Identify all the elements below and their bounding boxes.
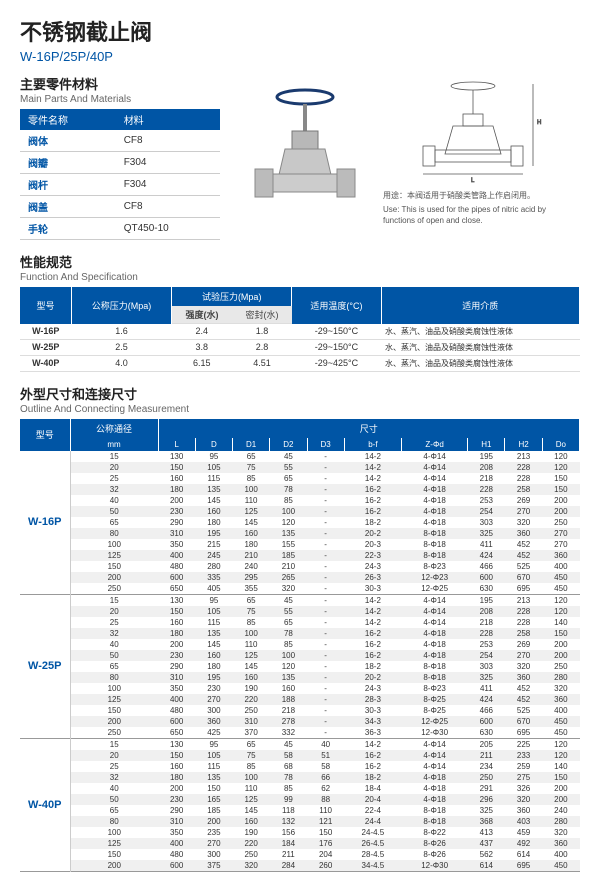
model-cell: W-40P — [20, 738, 70, 871]
use-en: Use: This is used for the pipes of nitri… — [383, 205, 563, 226]
parts-col1: 零件名称 — [20, 109, 116, 130]
use-cn: 用途：本阀适用于硝酸类管路上作启闭用。 — [383, 191, 563, 201]
spec-cell: 水、蒸汽、油品及硝酸类腐蚀性液体 — [381, 324, 579, 340]
part-material: CF8 — [116, 196, 220, 218]
product-photo — [235, 74, 375, 224]
part-name: 阀盖 — [20, 196, 116, 218]
dimension-table: 型号 公称通径 尺寸 mmLDD1D2D3b-fZ-ΦdH1H2Do W-16P… — [20, 419, 580, 872]
part-material: QT450-10 — [116, 218, 220, 240]
parts-heading-en: Main Parts And Materials — [20, 94, 220, 105]
part-material: CF8 — [116, 130, 220, 152]
spec-cell: 1.6 — [72, 324, 172, 340]
spec-cell: 2.4 — [172, 324, 233, 340]
spec-table: 型号 公称压力(Mpa) 试验压力(Mpa) 适用温度(°C) 适用介质 强度(… — [20, 287, 580, 372]
part-name: 阀瓣 — [20, 152, 116, 174]
spec-cell: 3.8 — [172, 339, 233, 355]
spec-cell: -29~150°C — [292, 324, 381, 340]
spec-cell: W-16P — [20, 324, 72, 340]
title-cn: 不锈钢截止阀 — [20, 15, 580, 47]
spec-cell: -29~150°C — [292, 339, 381, 355]
parts-table: 零件名称 材料 阀体CF8阀瓣F304阀杆F304阀盖CF8手轮QT450-10 — [20, 109, 220, 240]
svg-text:H: H — [537, 120, 541, 126]
parts-col2: 材料 — [116, 109, 220, 130]
spec-cell: 2.5 — [72, 339, 172, 355]
spec-cell: 6.15 — [172, 355, 233, 371]
spec-cell: W-40P — [20, 355, 72, 371]
svg-text:L: L — [471, 178, 475, 184]
spec-cell: -29~425°C — [292, 355, 381, 371]
part-name: 阀杆 — [20, 174, 116, 196]
model-cell: W-16P — [20, 451, 70, 595]
model-cell: W-25P — [20, 594, 70, 738]
part-name: 手轮 — [20, 218, 116, 240]
spec-cell: 2.8 — [232, 339, 292, 355]
spec-cell: 4.51 — [232, 355, 292, 371]
title-model: W-16P/25P/40P — [20, 49, 580, 64]
spec-cell: 1.8 — [232, 324, 292, 340]
dimension-diagram: L H — [383, 74, 563, 184]
spec-cell: W-25P — [20, 339, 72, 355]
spec-cell: 水、蒸汽、油品及硝酸类腐蚀性液体 — [381, 339, 579, 355]
dim-heading-cn: 外型尺寸和连接尺寸 — [20, 384, 580, 403]
part-material: F304 — [116, 174, 220, 196]
dim-heading-en: Outline And Connecting Measurement — [20, 404, 580, 415]
spec-cell: 水、蒸汽、油品及硝酸类腐蚀性液体 — [381, 355, 579, 371]
parts-heading-cn: 主要零件材料 — [20, 74, 220, 93]
part-material: F304 — [116, 152, 220, 174]
spec-heading-en: Function And Specification — [20, 272, 580, 283]
spec-heading-cn: 性能规范 — [20, 252, 580, 271]
part-name: 阀体 — [20, 130, 116, 152]
spec-cell: 4.0 — [72, 355, 172, 371]
